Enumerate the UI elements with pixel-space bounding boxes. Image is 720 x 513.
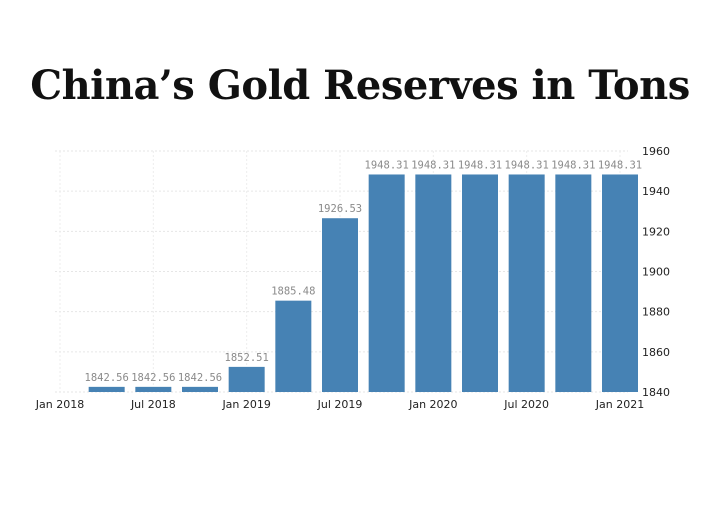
x-tick-label: Jan 2018 (35, 398, 84, 411)
data-label: 1948.31 (365, 159, 409, 171)
x-tick-label: Jan 2020 (408, 398, 457, 411)
bar (322, 218, 358, 392)
y-tick-label: 1940 (642, 185, 670, 198)
y-tick-label: 1960 (642, 145, 670, 158)
bars (88, 174, 638, 392)
data-label: 1842.56 (131, 372, 175, 384)
x-tick-label: Jul 2019 (317, 398, 363, 411)
bar (228, 366, 265, 392)
y-tick-label: 1860 (642, 346, 670, 359)
data-label: 1885.48 (271, 286, 315, 298)
bar (135, 386, 172, 392)
bar (88, 386, 125, 392)
x-tick-label: Jan 2021 (595, 398, 644, 411)
x-tick-label: Jul 2020 (503, 398, 549, 411)
data-label: 1948.31 (551, 159, 595, 171)
bar (368, 174, 405, 392)
data-label: 1948.31 (598, 159, 642, 171)
x-tick-label: Jul 2018 (130, 398, 176, 411)
bar (415, 174, 452, 392)
bar (462, 174, 498, 392)
data-label: 1852.51 (225, 352, 269, 364)
data-label: 1926.53 (318, 203, 362, 215)
bar (602, 174, 638, 392)
data-label: 1842.56 (178, 372, 222, 384)
data-label: 1842.56 (85, 372, 129, 384)
data-label: 1948.31 (458, 159, 502, 171)
bar (275, 300, 312, 392)
y-tick-label: 1880 (642, 306, 670, 319)
chart-title: China’s Gold Reserves in Tons (30, 62, 690, 109)
data-labels: 1842.56 1842.56 1842.561852.511885.481926.… (85, 159, 643, 383)
bar (555, 174, 592, 392)
y-tick-label: 1900 (642, 266, 670, 279)
y-tick-label: 1840 (642, 386, 670, 399)
y-axis: 1840 1860 1880 1900 1920 1940 1960 (642, 145, 670, 399)
data-label: 1948.31 (411, 159, 455, 171)
x-tick-label: Jan 2019 (221, 398, 270, 411)
y-tick-label: 1920 (642, 225, 670, 238)
x-axis: Jan 2018 Jul 2018 Jan 2019 Jul 2019 Jan 2020… (35, 398, 644, 411)
bar (182, 386, 218, 392)
bar (508, 174, 545, 392)
data-label: 1948.31 (505, 159, 549, 171)
